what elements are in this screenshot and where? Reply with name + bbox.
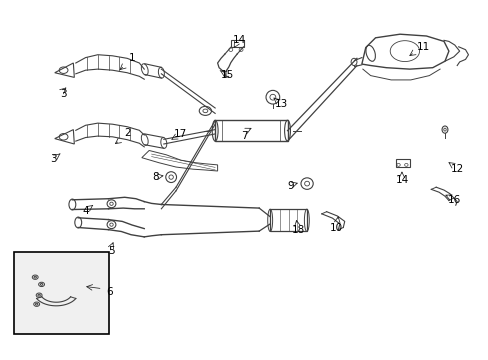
Bar — [395, 159, 409, 167]
Text: 10: 10 — [329, 222, 342, 233]
Bar — [14, 252, 108, 334]
Text: 8: 8 — [152, 172, 159, 182]
Text: 13: 13 — [274, 99, 287, 109]
Text: 14: 14 — [232, 35, 246, 45]
Text: 5: 5 — [108, 246, 115, 256]
Text: 11: 11 — [415, 42, 429, 52]
Text: 15: 15 — [220, 70, 234, 80]
Text: 6: 6 — [106, 287, 113, 297]
Text: 3: 3 — [50, 154, 57, 164]
Bar — [231, 40, 243, 47]
Text: 2: 2 — [123, 128, 130, 138]
Text: 4: 4 — [82, 206, 89, 216]
Bar — [269, 209, 306, 231]
Text: 14: 14 — [394, 175, 408, 185]
Text: 16: 16 — [447, 195, 461, 205]
Text: 18: 18 — [291, 225, 305, 235]
Text: 1: 1 — [128, 53, 135, 63]
Text: 9: 9 — [287, 181, 294, 192]
Text: 3: 3 — [60, 89, 67, 99]
Text: 12: 12 — [449, 164, 463, 174]
Text: 7: 7 — [241, 131, 247, 141]
Bar — [215, 120, 287, 141]
Text: 17: 17 — [173, 129, 186, 139]
